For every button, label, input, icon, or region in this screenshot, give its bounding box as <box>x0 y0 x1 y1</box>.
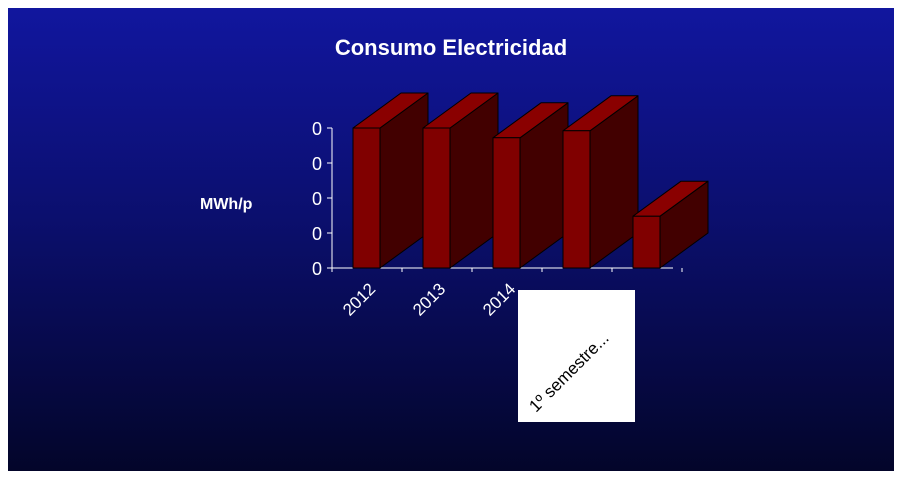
bar <box>422 127 451 269</box>
bar <box>492 137 521 269</box>
x-tick-label: 2012 <box>339 279 379 319</box>
chart-title: Consumo Electricidad <box>334 35 568 60</box>
bar <box>562 130 591 269</box>
x-tick-label: 2014 <box>479 279 519 319</box>
y-tick-label: 0 <box>312 224 322 244</box>
category-label-box <box>518 290 635 422</box>
bar <box>632 215 661 269</box>
y-tick-label: 0 <box>312 259 322 279</box>
y-tick-label: 0 <box>312 189 322 209</box>
y-axis-label: MWh/p <box>200 196 253 213</box>
y-tick-label: 0 <box>312 119 322 139</box>
bar <box>352 127 381 269</box>
y-tick-label: 0 <box>312 154 322 174</box>
x-tick-label: 2013 <box>409 279 449 319</box>
